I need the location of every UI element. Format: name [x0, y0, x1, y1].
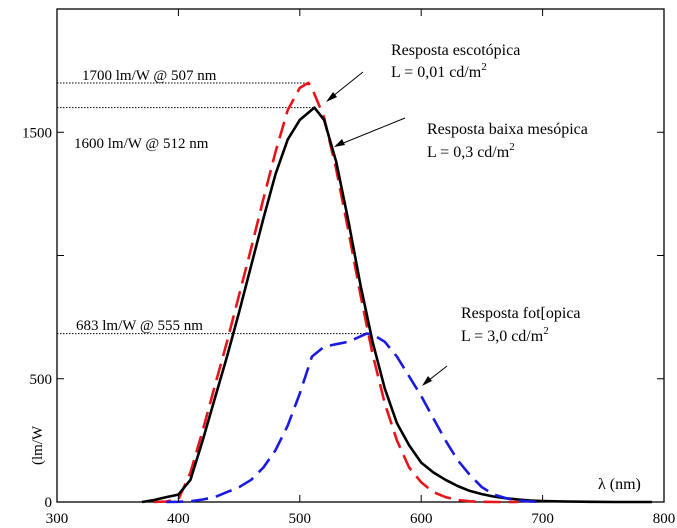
x-tick-label: 400: [167, 511, 190, 527]
x-tick-label: 500: [289, 511, 312, 527]
arrow-photopic: [422, 365, 448, 386]
note-photopic-luminance: L = 3,0 cd/m2: [461, 325, 549, 345]
y-axis-label: (lm/W: [30, 425, 46, 465]
note-scotopic-title: Resposta escotópica: [391, 42, 520, 59]
arrow-scotopic: [326, 71, 364, 102]
y-tick-label: 0: [45, 495, 53, 511]
axis-ticks: 300 400 500 600 700 800 0 500 1500: [22, 9, 675, 527]
note-photopic-title: Resposta fot[opica: [461, 305, 581, 322]
x-tick-label: 600: [410, 511, 433, 527]
note-mesopic-title: Resposta baixa mesópica: [427, 121, 588, 138]
x-tick-label: 800: [653, 511, 676, 527]
series-line: [166, 332, 543, 504]
note-mesopic-luminance: L = 0,3 cd/m2: [427, 141, 515, 161]
annotation-photopic-peak: 683 lm/W @ 555 nm: [76, 318, 203, 334]
x-tick-label: 300: [46, 511, 69, 527]
annotation-mesopic-peak: 1600 lm/W @ 512 nm: [74, 136, 209, 152]
curves: [141, 81, 652, 504]
note-scotopic-luminance: L = 0,01 cd/m2: [391, 61, 487, 81]
arrow-mesopic: [334, 117, 406, 147]
x-tick-label: 700: [531, 511, 554, 527]
guide-lines: [57, 82, 367, 335]
x-axis-label: λ (nm): [598, 476, 641, 493]
annotation-scotopic-peak: 1700 lm/W @ 507 nm: [82, 68, 217, 84]
y-tick-label: 1500: [22, 125, 52, 141]
y-tick-label: 500: [30, 372, 53, 388]
